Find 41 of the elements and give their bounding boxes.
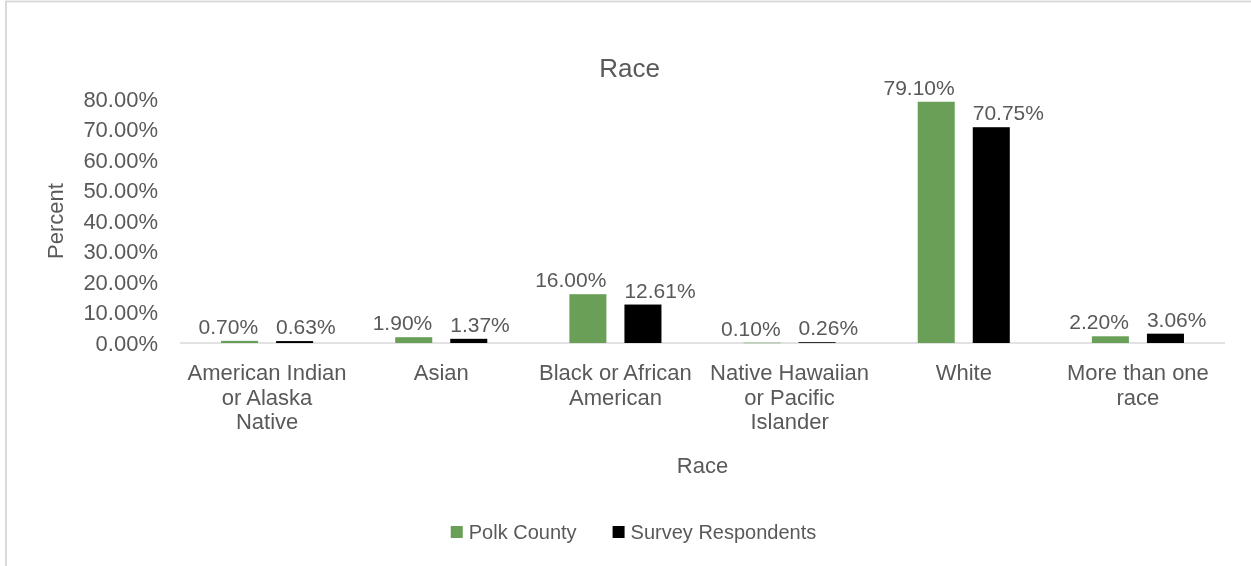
y-tick-label: 10.00% [83, 300, 158, 326]
y-tick-label: 40.00% [83, 208, 158, 234]
y-tick-label: 20.00% [83, 269, 158, 295]
bar [569, 294, 607, 343]
y-tick-label: 80.00% [83, 86, 158, 112]
y-tick-label: 70.00% [83, 117, 158, 143]
legend-label: Polk County [468, 521, 577, 543]
x-tick-label: More than one race [1066, 360, 1209, 410]
bar [1091, 336, 1129, 343]
x-tick-label: Asian [413, 360, 469, 385]
y-axis-title: Percent [43, 183, 68, 259]
bar [624, 304, 662, 343]
data-label: 0.70% [198, 314, 259, 338]
x-tick-label: White [935, 360, 992, 385]
bar [450, 338, 488, 343]
data-label: 0.26% [798, 316, 859, 340]
y-tick-label: 60.00% [83, 147, 158, 173]
bar [972, 127, 1010, 343]
bar [917, 101, 955, 343]
x-tick-label: American Indian or Alaska Native [187, 360, 347, 434]
data-label: 1.90% [372, 311, 433, 335]
bar [395, 337, 433, 343]
data-label: 2.20% [1069, 310, 1129, 334]
data-label: 3.06% [1146, 307, 1207, 331]
x-tick-label: Native Hawaiian or Pacific Islander [710, 360, 870, 434]
data-label: 0.10% [721, 316, 781, 340]
y-tick-label: 30.00% [83, 239, 158, 265]
data-label: 70.75% [972, 101, 1044, 125]
data-label: 12.61% [624, 278, 696, 302]
bar [221, 340, 259, 343]
chart-title: Race [599, 53, 660, 83]
data-label: 0.63% [276, 315, 336, 339]
bar [1146, 333, 1184, 343]
y-tick-label: 50.00% [83, 178, 158, 204]
y-tick-label: 0.00% [95, 330, 158, 356]
data-label: 79.10% [883, 75, 955, 99]
x-tick-label: Black or African American [538, 360, 692, 410]
legend-label: Survey Respondents [630, 521, 817, 543]
data-label: 16.00% [535, 268, 607, 292]
data-label: 1.37% [450, 312, 510, 336]
x-axis-title: Race [676, 453, 729, 478]
